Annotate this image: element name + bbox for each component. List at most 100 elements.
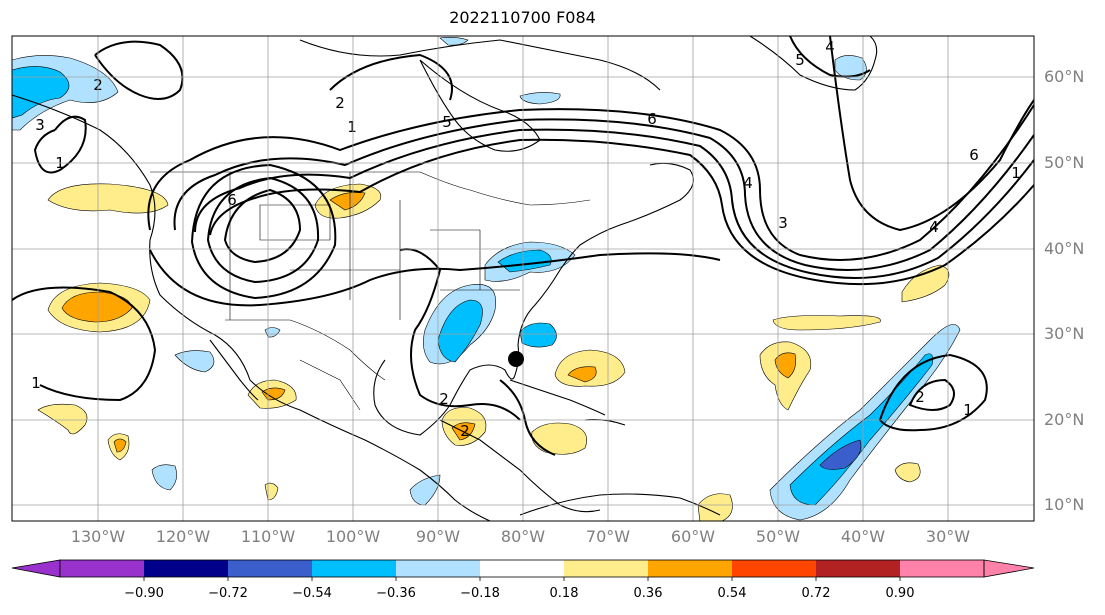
border-us-canada (150, 171, 591, 206)
colorbar-tick-label: 0.90 (885, 586, 915, 601)
border-state-5 (430, 229, 481, 290)
lat-label: 40°N (1044, 239, 1085, 258)
shade-nw-pos (47, 183, 169, 214)
contour-ridge-2 (173, 118, 1034, 271)
contour-label: 6 (647, 110, 657, 128)
lon-label: 130°W (70, 527, 126, 546)
contour-west-2 (33, 115, 87, 174)
colorbar-tick-label: −0.36 (376, 586, 416, 601)
shade-gulf-neg-core (437, 299, 483, 363)
shade-greenland-neg (439, 37, 469, 46)
colorbar-bin (564, 560, 648, 577)
contour-trough-2 (206, 176, 320, 284)
colorbar-bin (228, 560, 312, 577)
colorbar-bin (648, 560, 732, 577)
coast-cuba (509, 379, 606, 416)
lat-label: 20°N (1044, 410, 1085, 429)
coast-central-america (439, 419, 601, 513)
lon-label: 40°W (840, 527, 886, 546)
contour-midatl-low (878, 353, 988, 432)
contour-ridge-3 (194, 128, 1034, 279)
contour-south-1 (149, 249, 721, 307)
contour-label: 1 (31, 374, 41, 392)
colorbar-tick-label: 0.36 (633, 586, 663, 601)
contour-label: 3 (35, 116, 45, 134)
coast-pacific-na (12, 94, 491, 521)
shade-sw-neg-small (264, 327, 281, 338)
shade-pacific-pos-small-1 (37, 403, 88, 435)
lon-label: 70°W (585, 527, 631, 546)
colorbar-bin (312, 560, 396, 577)
storm-center-marker (508, 351, 524, 367)
colorbar-tick-label: −0.54 (292, 586, 332, 601)
colorbar-bin (900, 560, 984, 577)
lon-label: 50°W (755, 527, 801, 546)
shade-pacific-neg-small (151, 464, 177, 491)
shade-atl-pos-5 (894, 462, 921, 483)
colorbar-tick-label: −0.72 (208, 586, 248, 601)
map-area: 4 5 6 2 3 1 5 6 4 3 6 4 1 2 1 2 1 2 2 1 (12, 36, 1034, 521)
contour-midatl-low-inner (908, 378, 955, 411)
coast-hudson-bay (419, 59, 541, 152)
contour-greenland-low (789, 36, 871, 78)
contour-label: 4 (825, 38, 835, 56)
lon-label: 120°W (155, 527, 211, 546)
contour-label: 6 (227, 191, 237, 209)
contour-label: 1 (963, 401, 973, 419)
contour-west-1 (12, 286, 157, 402)
coastlines (12, 36, 878, 521)
gridlines (12, 36, 1034, 521)
colorbar-tick-label: 0.54 (717, 586, 747, 601)
contour-trough-3 (190, 163, 337, 300)
contour-label: 5 (442, 113, 452, 131)
contour-label: 2 (439, 390, 449, 408)
border-us-mexico (225, 319, 386, 381)
contour-top-center (329, 53, 453, 101)
contour-ridge-1 (147, 104, 1034, 261)
coast-gulf-mexico (373, 344, 520, 436)
shade-bahamas-pos-core (567, 366, 597, 383)
contour-atl-ridge (829, 36, 1034, 232)
contour-label: 2 (915, 388, 925, 406)
colorbar-tick-label: 0.72 (801, 586, 831, 601)
shade-atl-pos-2 (772, 315, 881, 331)
map-frame (11, 35, 1035, 522)
contour-ak-1 (94, 40, 184, 100)
coast-baja (209, 339, 259, 401)
lat-label: 50°N (1044, 153, 1085, 172)
shade-atlantic-neg-small (519, 322, 557, 348)
contour-ridge-4 (209, 138, 1034, 286)
colorbar-bin (732, 560, 816, 577)
shade-pacific-pos-small-2-core (113, 438, 127, 453)
shade-carib-neg-small (409, 474, 441, 506)
contour-label: 6 (969, 146, 979, 164)
lon-label: 30°W (925, 527, 971, 546)
shade-atl-neg-band-core (819, 439, 862, 470)
contour-label: 2 (460, 422, 470, 440)
shade-atl-pos-3 (901, 264, 950, 303)
contour-label: 5 (795, 51, 805, 69)
colorbar-extend-low (11, 559, 61, 578)
contour-label: 4 (743, 174, 753, 192)
colorbar-extend-high (983, 559, 1035, 578)
colorbar-bin (396, 560, 480, 577)
lat-label: 30°N (1044, 324, 1085, 343)
lat-label: 60°N (1044, 67, 1085, 86)
lat-label: 10°N (1044, 495, 1085, 514)
lon-label: 100°W (325, 527, 381, 546)
contour-label: 2 (335, 94, 345, 112)
coast-greenland (749, 36, 878, 91)
shade-alaska-neg-core (12, 66, 70, 119)
lon-label: 60°W (670, 527, 716, 546)
colorbar-tick-label: −0.18 (460, 586, 500, 601)
shade-pacific-pos-core (61, 291, 133, 323)
shade-hudson-neg (519, 92, 561, 105)
lon-label: 90°W (415, 527, 461, 546)
contour-trough-low (223, 188, 302, 264)
contour-label: 1 (1011, 164, 1021, 182)
colorbar-bin (480, 560, 564, 577)
colorbar (11, 559, 1035, 581)
contour-label: 3 (778, 214, 788, 232)
colorbar-tick-label: 0.18 (549, 586, 579, 601)
